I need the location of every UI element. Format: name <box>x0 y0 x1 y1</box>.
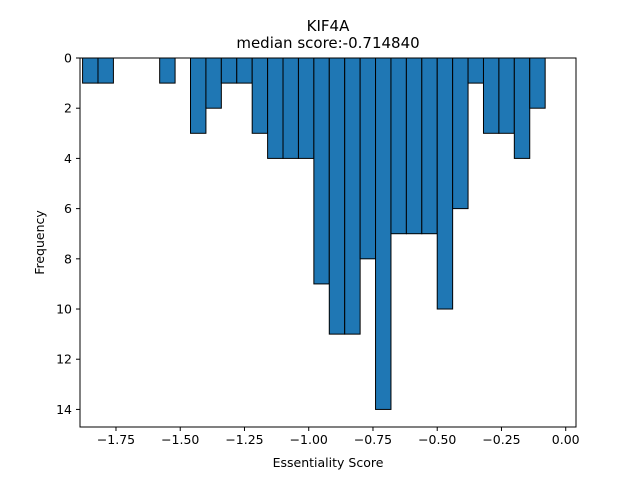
histogram-bar <box>220 57 238 84</box>
histogram-bar <box>159 57 176 84</box>
histogram-bar <box>498 57 515 134</box>
y-axis-ticks: 0 2 4 6 8 10 12 14 <box>56 51 80 417</box>
y-tick-label: 6 <box>64 201 72 216</box>
histogram-bar <box>267 57 284 159</box>
x-axis-label: Essentiality Score <box>273 455 384 470</box>
x-tick-label: −1.75 <box>97 432 135 447</box>
x-tick-label: −0.25 <box>482 432 520 447</box>
histogram-bar <box>328 57 346 335</box>
histogram-bar <box>452 57 469 210</box>
histogram-bar <box>436 57 454 310</box>
x-tick-label: −0.75 <box>354 432 392 447</box>
histogram-bar <box>313 57 330 285</box>
histogram-bar <box>297 57 315 159</box>
histogram-bar <box>482 57 500 134</box>
histogram-bar <box>390 57 407 235</box>
y-axis-label: Frequency <box>32 210 47 275</box>
chart-subtitle-median: median score:-0.714840 <box>236 34 419 52</box>
y-tick-label: 2 <box>64 101 72 116</box>
histogram-bar <box>82 57 99 84</box>
histogram-bar <box>190 57 207 134</box>
histogram-bar <box>421 57 438 235</box>
histogram-bar <box>282 57 299 159</box>
bar-group <box>82 57 546 410</box>
x-tick-label: −1.50 <box>161 432 199 447</box>
y-tick-label: 4 <box>64 151 72 166</box>
x-tick-label: −1.25 <box>225 432 263 447</box>
x-tick-label: −1.00 <box>290 432 328 447</box>
y-tick-label: 12 <box>56 352 72 367</box>
histogram-bar <box>236 57 253 84</box>
histogram-bar <box>359 57 377 260</box>
histogram-bar <box>375 57 392 410</box>
plot-frame <box>79 57 577 428</box>
histogram-bar <box>205 57 222 109</box>
histogram-bar <box>97 57 114 84</box>
y-tick-label: 8 <box>64 251 72 266</box>
x-axis-ticks: −1.75 −1.50 −1.25 −1.00 −0.75 −0.50 −0.25 0.00 <box>97 427 580 447</box>
chart-title: KIF4A <box>307 17 350 35</box>
histogram-bar <box>344 57 361 335</box>
x-tick-label: −0.50 <box>418 432 456 447</box>
histogram-bar <box>405 57 423 235</box>
y-tick-label: 0 <box>64 51 72 66</box>
x-tick-label: 0.00 <box>552 432 580 447</box>
histogram-bar <box>529 57 546 109</box>
histogram-bar <box>513 57 531 159</box>
histogram-bar <box>251 57 269 134</box>
histogram-bar <box>467 57 484 84</box>
y-tick-label: 14 <box>56 402 72 417</box>
y-tick-label: 10 <box>56 302 72 317</box>
